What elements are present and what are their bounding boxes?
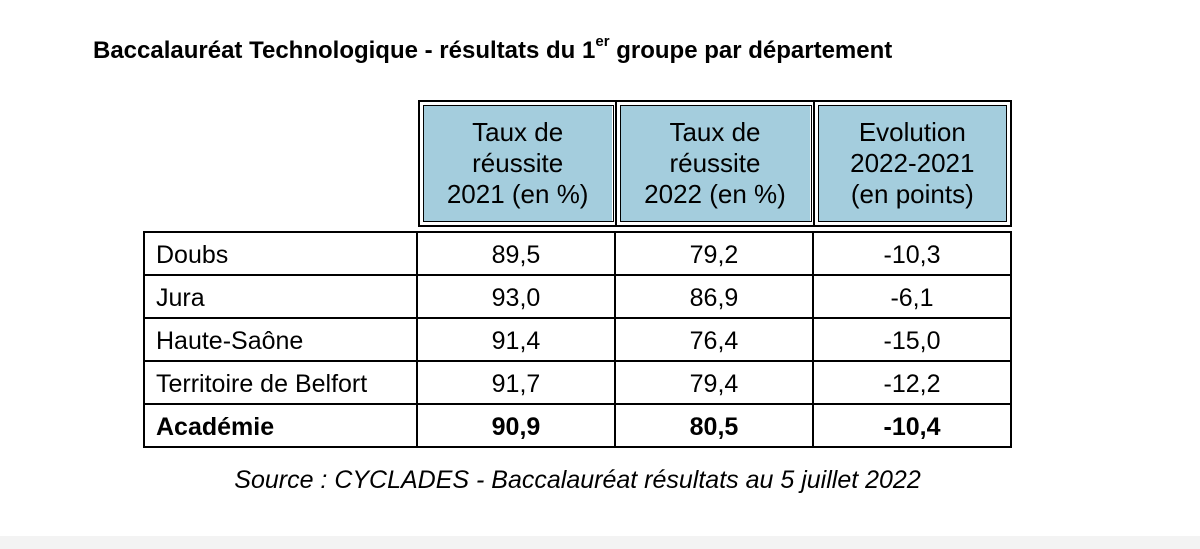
value-evolution: -12,2 <box>883 370 941 398</box>
title-rest: groupe par département <box>609 37 893 64</box>
header-line: réussite <box>669 148 761 178</box>
row-name: Jura <box>145 276 418 317</box>
value-evolution: -10,4 <box>883 413 941 441</box>
row-name: Doubs <box>145 233 418 274</box>
header-line: 2021 (en %) <box>446 179 589 209</box>
value-2022: 80,5 <box>616 405 814 446</box>
header-line: Evolution <box>858 117 966 147</box>
header-evolution: Evolution 2022-2021 (en points) <box>814 102 1010 225</box>
row-name: Territoire de Belfort <box>145 362 418 403</box>
table-row: Jura 93,0 86,9 -6,1 <box>145 276 1010 319</box>
header-line: 2022 (en %) <box>644 179 786 209</box>
value-evolution: -15,0 <box>883 327 941 355</box>
title-main: Baccalauréat Technologique - résultats d… <box>93 37 596 64</box>
header-line: Taux de <box>472 117 564 147</box>
bottom-edge <box>0 536 1200 549</box>
header-line: Taux de <box>669 117 761 147</box>
page-title: Baccalauréat Technologique - résultats d… <box>93 33 893 66</box>
header-line: 2022-2021 <box>850 148 975 178</box>
source-caption: Source : CYCLADES - Baccalauréat résulta… <box>234 466 921 494</box>
table-row: Haute-Saône 91,4 76,4 -15,0 <box>145 319 1010 362</box>
header-2021: Taux de réussite 2021 (en %) <box>420 102 618 225</box>
header-line: (en points) <box>850 179 974 209</box>
value-evolution: -6,1 <box>890 284 934 312</box>
value-evolution: -10,3 <box>883 241 941 269</box>
table-body: Doubs 89,5 79,2 -10,3 Jura 93,0 86,9 -6,… <box>143 231 1012 448</box>
title-superscript: er <box>595 33 610 50</box>
table-row: Doubs 89,5 79,2 -10,3 <box>145 233 1010 276</box>
table-row: Territoire de Belfort 91,7 79,4 -12,2 <box>145 362 1010 405</box>
table-header: Taux de réussite 2021 (en %) Taux de réu… <box>418 100 1012 227</box>
value-2021: 93,0 <box>418 276 616 317</box>
value-2021: 91,4 <box>418 319 616 360</box>
header-line: réussite <box>472 148 564 178</box>
row-name: Académie <box>145 405 418 446</box>
value-2022: 86,9 <box>616 276 814 317</box>
value-2022: 79,2 <box>616 233 814 274</box>
value-2021: 91,7 <box>418 362 616 403</box>
value-2021: 89,5 <box>418 233 616 274</box>
value-2021: 90,9 <box>418 405 616 446</box>
value-2022: 76,4 <box>616 319 814 360</box>
table-row-total: Académie 90,9 80,5 -10,4 <box>145 405 1010 446</box>
row-name: Haute-Saône <box>145 319 418 360</box>
value-2022: 79,4 <box>616 362 814 403</box>
header-2022: Taux de réussite 2022 (en %) <box>617 102 815 225</box>
